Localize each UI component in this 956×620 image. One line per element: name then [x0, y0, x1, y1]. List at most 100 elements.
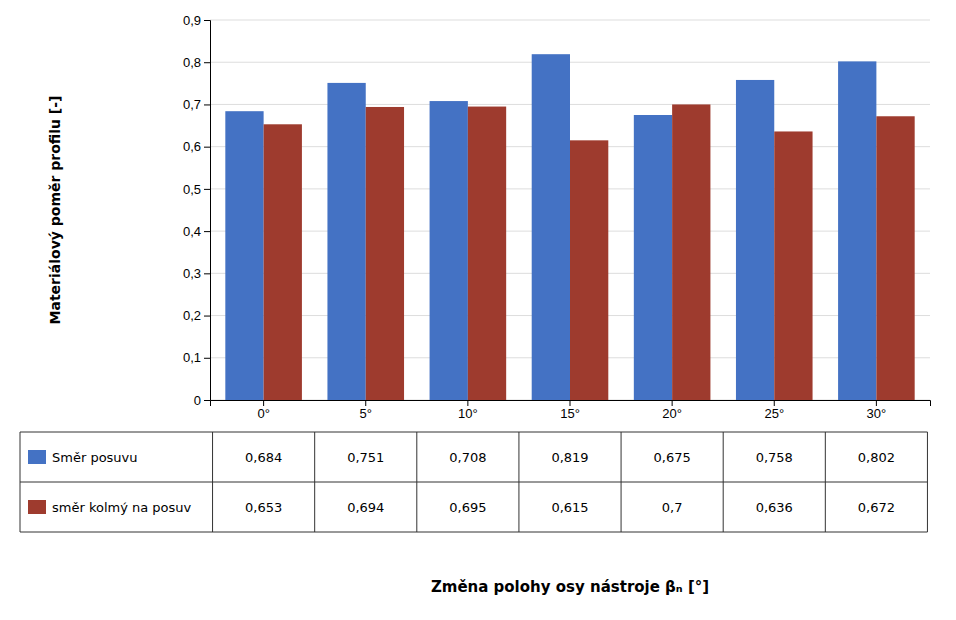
legend-label: směr kolmý na posuv: [52, 500, 192, 515]
table-border: [20, 482, 927, 483]
table-value: 0,675: [654, 450, 691, 465]
y-tick-label: 0,8: [183, 55, 201, 70]
y-tick: 0,4: [183, 224, 210, 239]
y-tick: 0: [194, 393, 210, 408]
bar: [366, 107, 404, 400]
y-tick: 0,5: [183, 182, 210, 197]
y-tick-label: 0,4: [183, 224, 201, 239]
legend-label: Směr posuvu: [52, 450, 138, 465]
chart: 0 0,1 0,2 0,3 0,4 0,5 0,6 0,7 0,8 0,9 0° 5° 10° 15° 20…: [0, 0, 956, 620]
x-axis-title: Změna polohy osy nástroje βₙ [°]: [431, 578, 709, 596]
table-value: 0,684: [245, 450, 282, 465]
y-tick-mark: [204, 400, 210, 401]
x-tick: 10°: [458, 400, 478, 421]
table-border: [723, 432, 724, 532]
table-value: 0,695: [449, 500, 486, 515]
legend-swatch: [28, 450, 46, 464]
bar: [264, 124, 302, 400]
table-value: 0,694: [347, 500, 384, 515]
x-axis: 0° 5° 10° 15° 20° 25° 30°: [211, 400, 931, 421]
table-value: 0,758: [756, 450, 793, 465]
y-tick-label: 0,6: [183, 139, 201, 154]
y-tick-mark: [204, 104, 210, 105]
y-tick-mark: [204, 147, 210, 148]
y-axis-line: [204, 21, 211, 401]
bar: [634, 115, 672, 400]
y-tick-label: 0,3: [183, 266, 201, 281]
x-tick-label: 20°: [662, 406, 682, 421]
y-tick-mark: [204, 62, 210, 63]
x-tick-mark: [774, 400, 775, 406]
x-tick-label: 15°: [560, 406, 580, 421]
y-tick-label: 0,9: [183, 13, 201, 28]
y-tick-mark: [204, 231, 210, 232]
x-tick-mark: [263, 400, 264, 406]
table-value: 0,615: [551, 500, 588, 515]
bar: [430, 101, 468, 400]
data-table: Směr posuvu 0,684 0,751 0,708 0,819 0,675 0,75…: [20, 432, 927, 532]
y-tick: 0,9: [183, 13, 210, 28]
x-tick-label: 30°: [867, 406, 887, 421]
table-value: 0,708: [449, 450, 486, 465]
table-value: 0,636: [756, 500, 793, 515]
grid-line: [210, 20, 930, 21]
bar-series: [225, 54, 876, 400]
x-tick-label: 5°: [360, 406, 372, 421]
table-border: [314, 432, 315, 532]
bar: [736, 80, 774, 400]
bar: [774, 131, 812, 400]
table-value: 0,751: [347, 450, 384, 465]
x-tick-mark: [672, 400, 673, 406]
bar: [570, 140, 608, 400]
x-axis-line: [211, 401, 931, 407]
table-border: [212, 432, 213, 532]
y-tick: 0,7: [183, 97, 210, 112]
table-value: 0,672: [858, 500, 895, 515]
bar: [838, 61, 876, 400]
bars: [225, 54, 914, 400]
y-tick: 0,1: [183, 350, 210, 365]
y-tick: 0,6: [183, 139, 210, 154]
table-value: 0,7: [662, 500, 683, 515]
x-tick-label: 25°: [764, 406, 784, 421]
x-tick-mark: [876, 400, 877, 406]
bar: [876, 116, 914, 400]
table-border: [825, 432, 826, 532]
y-axis-title: Materiálový poměr profilu [-]: [47, 96, 63, 325]
y-tick-label: 0: [194, 393, 201, 408]
table-border: [20, 432, 927, 433]
table-value: 0,653: [245, 500, 282, 515]
x-tick-mark: [365, 400, 366, 406]
bar: [327, 83, 365, 400]
bar: [532, 54, 570, 400]
x-tick: 15°: [560, 400, 580, 421]
y-tick-mark: [204, 20, 210, 21]
y-tick-mark: [204, 358, 210, 359]
legend-swatch: [28, 500, 46, 514]
y-tick: 0,3: [183, 266, 210, 281]
bar-series: [264, 104, 915, 400]
y-tick-label: 0,5: [183, 182, 201, 197]
y-tick-label: 0,7: [183, 97, 201, 112]
table-value: 0,802: [858, 450, 895, 465]
x-tick-mark: [467, 400, 468, 406]
x-tick: 30°: [867, 400, 887, 421]
x-tick-mark: [570, 400, 571, 406]
y-axis: 0 0,1 0,2 0,3 0,4 0,5 0,6 0,7 0,8 0,9: [183, 13, 211, 408]
x-tick-label: 10°: [458, 406, 478, 421]
y-tick: 0,2: [183, 308, 210, 323]
bar: [225, 111, 263, 400]
bar: [672, 104, 710, 400]
table-border: [927, 432, 928, 532]
table-row: směr kolmý na posuv 0,653 0,694 0,695 0,615 0…: [28, 500, 895, 515]
table-border: [20, 432, 21, 532]
table-border: [518, 432, 519, 532]
y-tick-mark: [204, 189, 210, 190]
table-value: 0,819: [551, 450, 588, 465]
y-tick-label: 0,1: [183, 350, 201, 365]
x-tick-label: 0°: [257, 406, 269, 421]
y-tick-mark: [204, 316, 210, 317]
y-tick-label: 0,2: [183, 308, 201, 323]
table-border: [20, 532, 927, 533]
x-tick: 0°: [257, 400, 269, 421]
